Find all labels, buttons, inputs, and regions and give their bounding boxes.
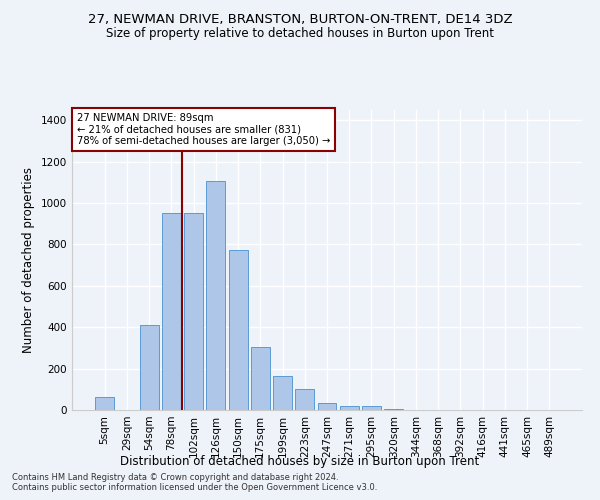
Bar: [206, 182, 225, 410]
Bar: [273, 376, 292, 410]
Bar: [162, 214, 181, 410]
Bar: [317, 403, 337, 410]
Text: Contains HM Land Registry data © Crown copyright and database right 2024.: Contains HM Land Registry data © Crown c…: [12, 473, 338, 482]
Y-axis label: Number of detached properties: Number of detached properties: [22, 167, 35, 353]
Bar: [184, 214, 203, 410]
Bar: [340, 406, 359, 410]
Bar: [95, 396, 114, 410]
Text: Contains public sector information licensed under the Open Government Licence v3: Contains public sector information licen…: [12, 483, 377, 492]
Bar: [140, 325, 158, 410]
Bar: [295, 390, 314, 410]
Text: Distribution of detached houses by size in Burton upon Trent: Distribution of detached houses by size …: [121, 455, 479, 468]
Bar: [251, 347, 270, 410]
Text: Size of property relative to detached houses in Burton upon Trent: Size of property relative to detached ho…: [106, 28, 494, 40]
Text: 27, NEWMAN DRIVE, BRANSTON, BURTON-ON-TRENT, DE14 3DZ: 27, NEWMAN DRIVE, BRANSTON, BURTON-ON-TR…: [88, 12, 512, 26]
Bar: [229, 250, 248, 410]
Bar: [384, 409, 403, 410]
Text: 27 NEWMAN DRIVE: 89sqm
← 21% of detached houses are smaller (831)
78% of semi-de: 27 NEWMAN DRIVE: 89sqm ← 21% of detached…: [77, 113, 331, 146]
Bar: [362, 406, 381, 410]
